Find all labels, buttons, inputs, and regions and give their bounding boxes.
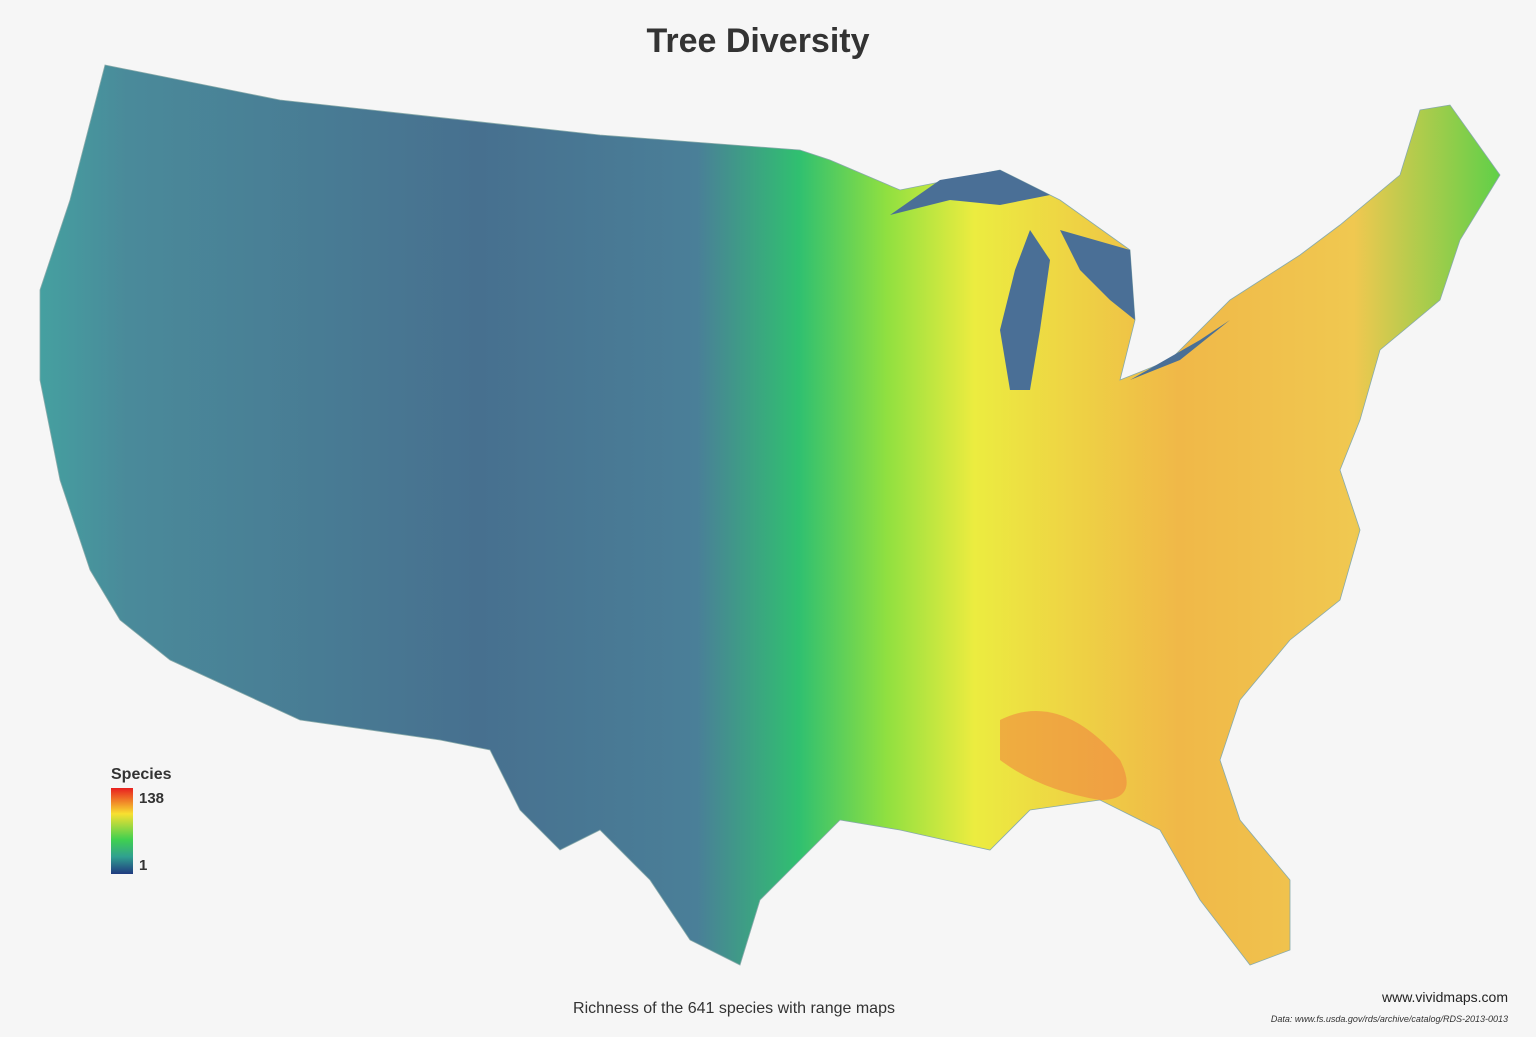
legend-title: Species [111, 766, 172, 783]
caption: Richness of the 641 species with range m… [573, 1000, 895, 1017]
legend-max: 138 [139, 790, 164, 807]
title: Tree Diversity [646, 22, 869, 60]
credit: www.vividmaps.com [1381, 989, 1508, 1005]
lake-huron [1060, 230, 1135, 320]
lake-superior [890, 170, 1050, 215]
source: Data: www.fs.usda.gov/rds/archive/catalo… [1271, 1014, 1508, 1024]
legend-min: 1 [139, 857, 147, 874]
lake-michigan [1000, 230, 1050, 390]
us-outline [39, 64, 1501, 966]
legend-bar [111, 788, 133, 874]
hot-spot [1000, 711, 1127, 800]
